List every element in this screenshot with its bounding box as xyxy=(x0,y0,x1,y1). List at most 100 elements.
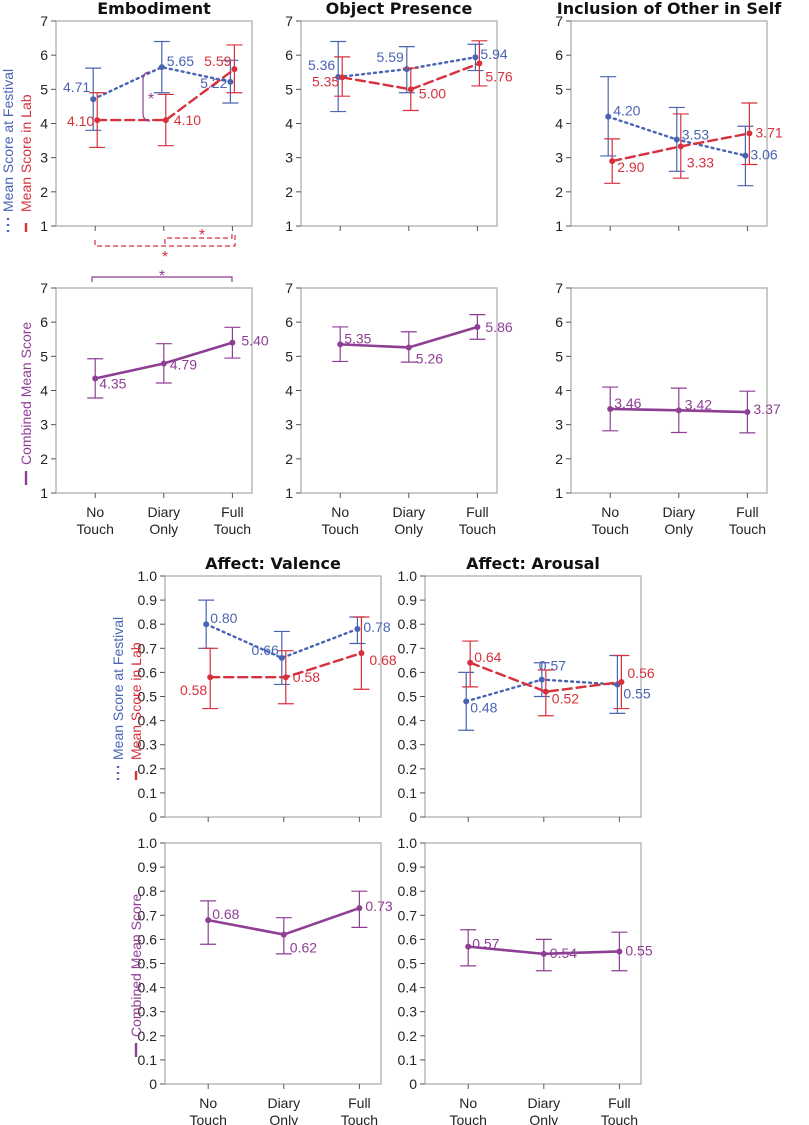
data-point xyxy=(607,405,614,412)
series-mean-score-in-lab: 5.35 5.00 5.76 xyxy=(312,40,513,112)
x-tick-label: No Touch xyxy=(77,504,114,537)
data-point xyxy=(280,931,287,938)
data-point xyxy=(463,698,470,705)
y-tick-label: 3 xyxy=(40,150,48,166)
data-point xyxy=(476,60,483,67)
series-mean-score-in-lab: 2.90 3.33 3.71 xyxy=(604,102,783,184)
data-label: 4.10 xyxy=(174,112,201,128)
y-tick-label: 1 xyxy=(555,218,563,234)
data-label: 3.33 xyxy=(687,154,714,170)
series-combined-mean-score: 3.46 3.42 3.37 xyxy=(602,386,781,434)
data-point xyxy=(673,136,680,143)
x-tick-label: Full Touch xyxy=(601,1095,638,1125)
y-tick-label: 7 xyxy=(555,13,563,29)
data-label: 3.37 xyxy=(753,401,780,417)
y-tick-label: 4 xyxy=(285,383,293,399)
data-label: 2.90 xyxy=(617,159,644,175)
data-point xyxy=(231,66,238,73)
plot-frame xyxy=(55,287,253,494)
y-tick-label: 5 xyxy=(40,348,48,364)
data-point xyxy=(472,54,479,61)
data-label: 0.54 xyxy=(550,945,577,961)
data-point xyxy=(94,117,101,124)
data-label: 3.71 xyxy=(755,124,782,140)
plot-frame xyxy=(164,842,382,1085)
data-label: 0.52 xyxy=(552,691,579,707)
y-tick-label: 1.0 xyxy=(138,568,158,584)
y-tick-label: 4 xyxy=(285,116,293,132)
data-label: 5.36 xyxy=(308,57,335,73)
legend-lab: Mean Score in Lab xyxy=(18,94,34,232)
y-tick-label: 6 xyxy=(285,314,293,330)
y-tick-label: 3 xyxy=(555,417,563,433)
data-label: 0.78 xyxy=(363,619,390,635)
x-tick-label: No Touch xyxy=(592,504,629,537)
y-tick-label: 0.7 xyxy=(138,907,158,923)
y-tick-label: 1 xyxy=(285,218,293,234)
y-tick-label: 3 xyxy=(555,150,563,166)
series-combined-mean-score: 5.35 5.26 5.86 xyxy=(332,314,513,366)
y-tick-label: 7 xyxy=(40,13,48,29)
x-tick-label: Diary Only xyxy=(662,504,695,537)
y-tick-label: 6 xyxy=(40,314,48,330)
data-label: 4.35 xyxy=(99,376,126,392)
data-label: 0.56 xyxy=(627,665,654,681)
y-tick-label: 2 xyxy=(40,451,48,467)
data-label: 0.80 xyxy=(210,610,237,626)
series-combined-mean-score: 0.68 0.62 0.73 xyxy=(200,890,393,956)
data-label: 3.42 xyxy=(685,396,712,412)
data-label: 4.20 xyxy=(613,103,640,119)
y-tick-label: 0.9 xyxy=(138,592,158,608)
significance-bracket xyxy=(91,276,233,282)
data-point xyxy=(540,950,547,957)
data-point xyxy=(92,375,99,382)
plot-frame xyxy=(424,575,642,818)
x-tick-label: No Touch xyxy=(450,1095,487,1125)
data-point xyxy=(207,674,214,681)
y-tick-label: 5 xyxy=(555,348,563,364)
y-tick-label: 0.2 xyxy=(138,1028,158,1044)
y-tick-label: 0.7 xyxy=(398,640,418,656)
data-label: 5.59 xyxy=(204,53,231,69)
data-point xyxy=(282,674,289,681)
data-label: 4.79 xyxy=(170,357,197,373)
y-tick-label: 0.9 xyxy=(398,859,418,875)
data-point xyxy=(205,917,212,924)
y-tick-label: 2 xyxy=(285,184,293,200)
data-point xyxy=(356,905,363,912)
x-tick-label: No Touch xyxy=(322,504,359,537)
legend-label: Mean Score at Festival xyxy=(110,617,126,760)
series-line xyxy=(95,67,236,122)
y-tick-label: 3 xyxy=(40,417,48,433)
chart-panel-0: 1 2 3 4 5 6 7 Embodiment 4.71 5.65 5.22 4.10 4.10 5.5… xyxy=(40,0,253,234)
data-label: 0.58 xyxy=(293,669,320,685)
y-tick-label: 0.4 xyxy=(138,980,158,996)
data-point xyxy=(229,339,236,346)
data-point xyxy=(742,152,749,159)
y-tick-label: 0.5 xyxy=(138,956,158,972)
y-tick-label: 3 xyxy=(285,417,293,433)
y-tick-label: 2 xyxy=(40,184,48,200)
series-mean-score-in-lab: 0.58 0.58 0.68 xyxy=(180,616,397,710)
plot-frame xyxy=(570,287,768,494)
series-mean-score-in-lab: 4.10 4.10 5.59 xyxy=(67,44,243,149)
chart-title: Object Presence xyxy=(326,0,473,18)
significance-star: * xyxy=(159,268,165,285)
y-tick-label: 1 xyxy=(555,485,563,501)
plot-frame xyxy=(300,287,498,494)
x-tick-label: Diary Only xyxy=(267,1095,300,1125)
y-tick-label: 0.1 xyxy=(138,1052,158,1068)
data-label: 5.22 xyxy=(200,75,227,91)
data-label: 0.68 xyxy=(369,652,396,668)
data-label: 0.64 xyxy=(474,649,501,665)
y-tick-label: 0.2 xyxy=(398,1028,418,1044)
legend-label: Mean Score at Festival xyxy=(0,69,16,212)
data-point xyxy=(677,143,684,150)
data-point xyxy=(542,688,549,695)
data-label: 5.94 xyxy=(480,46,507,62)
series-mean-score-at-festival: 4.71 5.65 5.22 xyxy=(63,40,239,131)
data-label: 0.58 xyxy=(180,682,207,698)
y-tick-label: 0.6 xyxy=(398,931,418,947)
